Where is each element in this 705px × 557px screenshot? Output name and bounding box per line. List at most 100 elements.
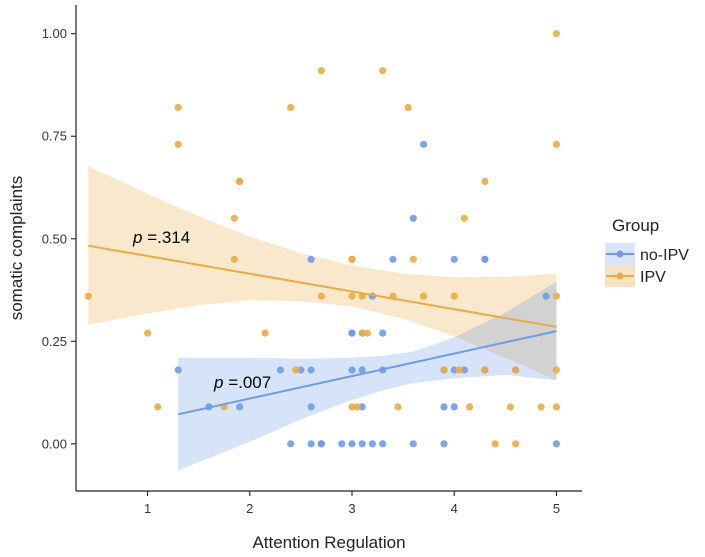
point-no-ipv	[450, 366, 458, 374]
legend-key-ipv-dot	[616, 272, 624, 280]
point-ipv	[292, 366, 300, 374]
point-ipv	[511, 440, 520, 448]
point-no-ipv	[542, 292, 550, 300]
point-no-ipv	[236, 403, 244, 411]
point-no-ipv	[389, 255, 397, 263]
point-no-ipv	[440, 440, 448, 448]
legend-label-ipv: IPV	[640, 269, 666, 286]
point-ipv	[450, 292, 458, 300]
point-no-ipv	[409, 214, 417, 222]
annotation-ipv-value: =.314	[142, 228, 190, 247]
point-no-ipv	[174, 366, 182, 374]
point-ipv	[84, 292, 92, 300]
x-tick-label: 3	[348, 501, 355, 516]
legend-title: Group	[612, 216, 659, 235]
point-no-ipv	[307, 255, 315, 263]
x-tick-label: 2	[246, 501, 253, 516]
point-ipv	[317, 67, 325, 75]
point-ipv	[440, 366, 448, 374]
point-no-ipv	[440, 403, 448, 411]
point-no-ipv	[358, 366, 366, 374]
point-ipv	[409, 255, 417, 263]
legend-key-no-ipv-dot	[616, 250, 624, 258]
point-no-ipv	[409, 440, 417, 448]
point-ipv	[511, 366, 520, 374]
point-ipv	[404, 103, 412, 112]
point-ipv	[481, 177, 489, 185]
point-ipv	[460, 214, 468, 222]
point-no-ipv	[460, 366, 468, 374]
y-tick-label: 0.25	[42, 334, 67, 349]
point-no-ipv	[276, 366, 284, 374]
point-ipv	[481, 366, 489, 374]
data-points	[84, 30, 561, 448]
point-ipv	[287, 103, 295, 112]
annotation-ipv: p =.314	[132, 228, 190, 247]
confidence-bands	[88, 166, 557, 471]
point-ipv	[261, 329, 269, 337]
point-no-ipv	[348, 440, 356, 448]
point-ipv	[552, 30, 561, 38]
point-ipv	[230, 255, 238, 263]
point-no-ipv	[297, 366, 305, 374]
point-ipv	[358, 329, 366, 337]
ci-band-no-ipv	[178, 281, 557, 471]
point-no-ipv	[307, 366, 315, 374]
y-tick-label: 0.50	[42, 231, 67, 246]
point-ipv	[552, 292, 561, 300]
point-ipv	[363, 329, 371, 337]
fit-lines	[88, 244, 557, 416]
point-no-ipv	[358, 440, 366, 448]
y-axis-title: somatic complaints	[7, 176, 26, 321]
ci-band-ipv	[88, 166, 557, 381]
point-no-ipv	[379, 329, 387, 337]
point-ipv	[154, 403, 162, 411]
point-no-ipv	[348, 329, 356, 337]
point-ipv	[348, 292, 356, 300]
annotation-no-ipv-value: =.007	[223, 373, 271, 392]
fit-line-no-ipv	[177, 330, 557, 416]
point-ipv	[174, 140, 182, 148]
point-ipv	[174, 103, 182, 112]
point-ipv	[348, 255, 356, 263]
annotation-no-ipv: p =.007	[213, 373, 271, 392]
point-ipv	[552, 403, 561, 411]
legend: Group no-IPV IPV	[605, 216, 689, 287]
point-no-ipv	[348, 366, 356, 374]
point-ipv	[230, 214, 238, 222]
point-ipv	[420, 292, 428, 300]
point-ipv	[353, 403, 361, 411]
point-ipv	[466, 403, 474, 411]
point-ipv	[317, 292, 325, 300]
point-ipv	[552, 140, 561, 148]
point-no-ipv	[481, 255, 489, 263]
point-ipv	[552, 366, 561, 374]
fit-line-ipv	[88, 244, 557, 328]
legend-label-no-ipv: no-IPV	[640, 247, 689, 264]
point-no-ipv	[307, 403, 315, 411]
x-tick-label: 4	[451, 501, 458, 516]
y-tick-label: 0.75	[42, 129, 67, 144]
x-axis-title: Attention Regulation	[252, 533, 405, 552]
point-no-ipv	[358, 403, 366, 411]
point-no-ipv	[379, 440, 387, 448]
point-ipv	[236, 177, 244, 185]
point-ipv	[379, 67, 387, 75]
annotation-ipv-prefix: p	[132, 228, 142, 247]
point-no-ipv	[338, 440, 346, 448]
point-no-ipv	[450, 255, 458, 263]
x-tick-label: 1	[144, 501, 151, 516]
annotations: p =.314 p =.007	[132, 228, 271, 392]
point-no-ipv	[450, 403, 458, 411]
point-ipv	[455, 366, 463, 374]
x-tick-label: 5	[553, 501, 560, 516]
point-no-ipv	[552, 440, 561, 448]
annotation-no-ipv-prefix: p	[213, 373, 223, 392]
point-ipv	[491, 440, 499, 448]
y-tick-label: 1.00	[42, 26, 67, 41]
point-ipv	[348, 403, 356, 411]
point-no-ipv	[307, 440, 315, 448]
point-no-ipv	[287, 440, 295, 448]
